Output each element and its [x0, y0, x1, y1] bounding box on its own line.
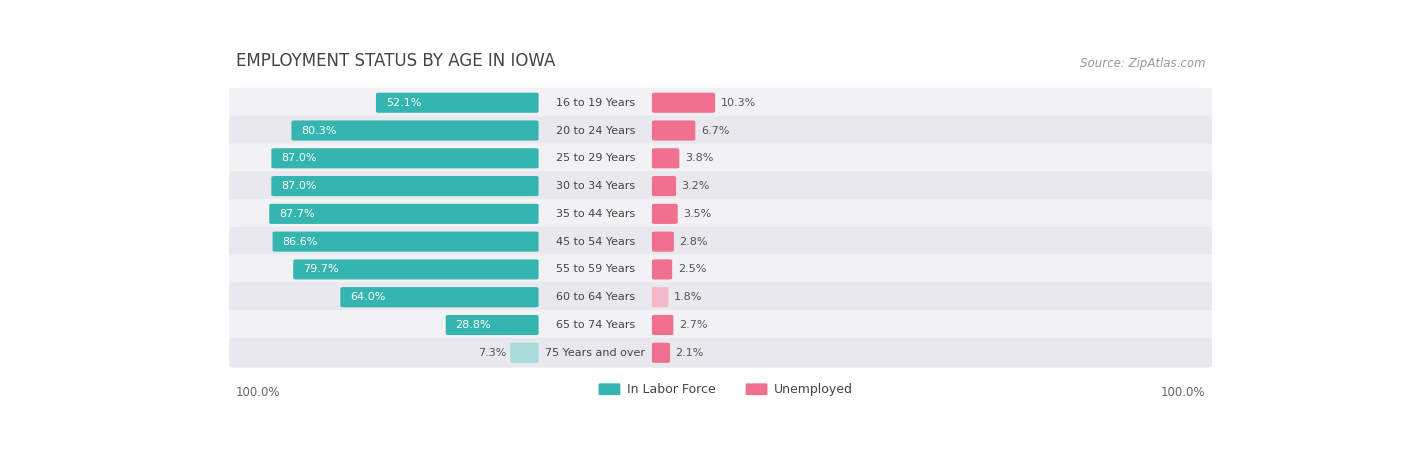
- Text: In Labor Force: In Labor Force: [627, 383, 716, 396]
- Text: 3.5%: 3.5%: [683, 209, 711, 219]
- FancyBboxPatch shape: [446, 315, 538, 335]
- Text: 55 to 59 Years: 55 to 59 Years: [555, 264, 636, 274]
- Text: 35 to 44 Years: 35 to 44 Years: [555, 209, 636, 219]
- FancyBboxPatch shape: [294, 259, 538, 280]
- Text: 1.8%: 1.8%: [673, 292, 702, 302]
- Text: 100.0%: 100.0%: [236, 386, 280, 399]
- Text: 6.7%: 6.7%: [700, 125, 730, 135]
- FancyBboxPatch shape: [652, 343, 671, 363]
- Text: 80.3%: 80.3%: [301, 125, 336, 135]
- FancyBboxPatch shape: [270, 204, 538, 224]
- Text: 10.3%: 10.3%: [721, 98, 756, 108]
- FancyBboxPatch shape: [229, 310, 1212, 340]
- Text: EMPLOYMENT STATUS BY AGE IN IOWA: EMPLOYMENT STATUS BY AGE IN IOWA: [236, 52, 555, 70]
- FancyBboxPatch shape: [229, 254, 1212, 285]
- Text: 3.2%: 3.2%: [682, 181, 710, 191]
- Text: 30 to 34 Years: 30 to 34 Years: [555, 181, 636, 191]
- Text: 20 to 24 Years: 20 to 24 Years: [555, 125, 636, 135]
- FancyBboxPatch shape: [229, 199, 1212, 229]
- Text: 52.1%: 52.1%: [385, 98, 422, 108]
- FancyBboxPatch shape: [273, 231, 538, 252]
- Text: 87.0%: 87.0%: [281, 153, 316, 163]
- FancyBboxPatch shape: [229, 115, 1212, 146]
- FancyBboxPatch shape: [599, 383, 620, 395]
- Text: 2.5%: 2.5%: [678, 264, 706, 274]
- FancyBboxPatch shape: [340, 287, 538, 307]
- FancyBboxPatch shape: [229, 338, 1212, 368]
- FancyBboxPatch shape: [652, 315, 673, 335]
- Text: 28.8%: 28.8%: [456, 320, 491, 330]
- Text: 75 Years and over: 75 Years and over: [546, 348, 645, 358]
- FancyBboxPatch shape: [652, 176, 676, 196]
- FancyBboxPatch shape: [271, 176, 538, 196]
- FancyBboxPatch shape: [652, 259, 672, 280]
- FancyBboxPatch shape: [291, 120, 538, 141]
- Text: 86.6%: 86.6%: [283, 237, 318, 247]
- FancyBboxPatch shape: [229, 171, 1212, 201]
- Text: 65 to 74 Years: 65 to 74 Years: [555, 320, 636, 330]
- FancyBboxPatch shape: [375, 92, 538, 113]
- FancyBboxPatch shape: [652, 204, 678, 224]
- Text: 16 to 19 Years: 16 to 19 Years: [555, 98, 636, 108]
- FancyBboxPatch shape: [510, 343, 538, 363]
- FancyBboxPatch shape: [652, 92, 716, 113]
- FancyBboxPatch shape: [271, 148, 538, 168]
- Text: 100.0%: 100.0%: [1161, 386, 1205, 399]
- FancyBboxPatch shape: [229, 143, 1212, 173]
- Text: 2.8%: 2.8%: [679, 237, 707, 247]
- FancyBboxPatch shape: [229, 88, 1212, 118]
- FancyBboxPatch shape: [652, 120, 696, 141]
- Text: 25 to 29 Years: 25 to 29 Years: [555, 153, 636, 163]
- FancyBboxPatch shape: [745, 383, 768, 395]
- Text: 87.7%: 87.7%: [278, 209, 315, 219]
- FancyBboxPatch shape: [229, 282, 1212, 312]
- Text: Source: ZipAtlas.com: Source: ZipAtlas.com: [1080, 57, 1205, 70]
- Text: Unemployed: Unemployed: [773, 383, 853, 396]
- Text: 64.0%: 64.0%: [350, 292, 385, 302]
- Text: 45 to 54 Years: 45 to 54 Years: [555, 237, 636, 247]
- Text: 60 to 64 Years: 60 to 64 Years: [555, 292, 636, 302]
- FancyBboxPatch shape: [652, 231, 673, 252]
- FancyBboxPatch shape: [652, 148, 679, 168]
- Text: 79.7%: 79.7%: [304, 264, 339, 274]
- FancyBboxPatch shape: [229, 227, 1212, 257]
- Text: 2.7%: 2.7%: [679, 320, 707, 330]
- Text: 87.0%: 87.0%: [281, 181, 316, 191]
- Text: 2.1%: 2.1%: [675, 348, 704, 358]
- FancyBboxPatch shape: [652, 287, 668, 307]
- Text: 3.8%: 3.8%: [685, 153, 713, 163]
- Text: 7.3%: 7.3%: [478, 348, 508, 358]
